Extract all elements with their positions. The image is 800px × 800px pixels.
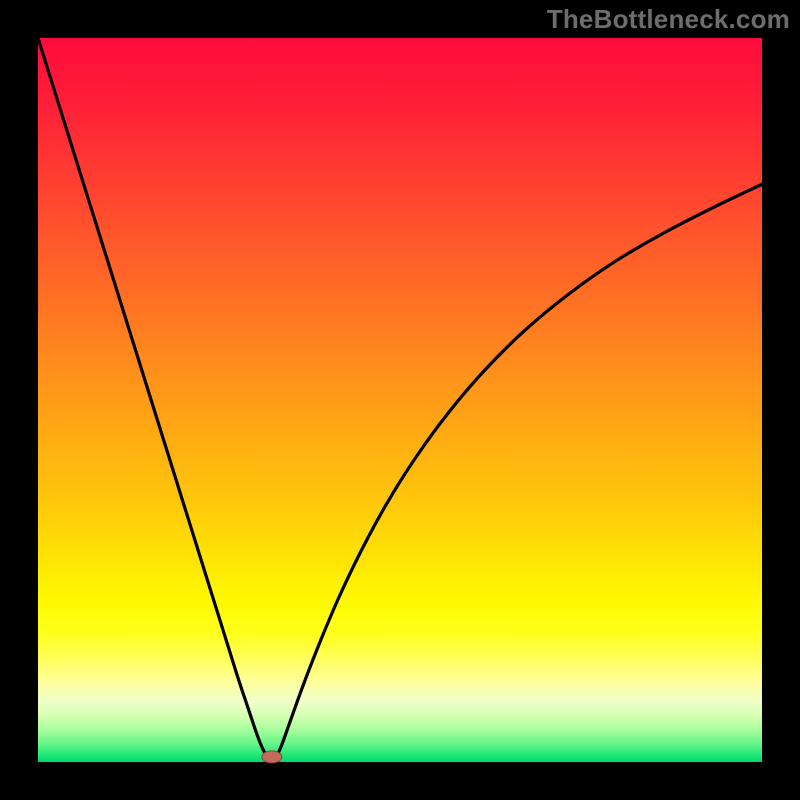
watermark-text: TheBottleneck.com: [547, 4, 790, 35]
minimum-marker: [262, 751, 282, 763]
chart-container: TheBottleneck.com: [0, 0, 800, 800]
bottleneck-chart: [0, 0, 800, 800]
plot-background: [38, 38, 762, 762]
